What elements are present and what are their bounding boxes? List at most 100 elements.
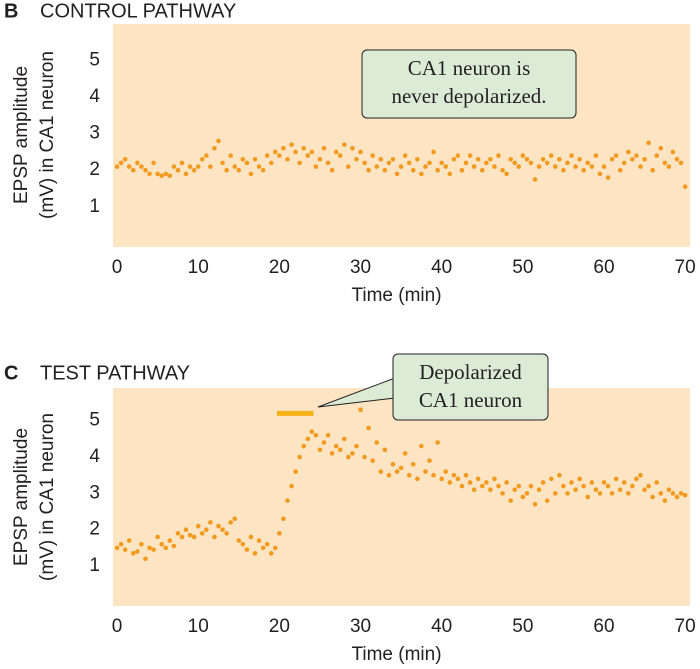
- data-point: [244, 547, 250, 552]
- data-point: [674, 494, 680, 500]
- data-point: [313, 432, 319, 438]
- x-tick-label: 30: [350, 616, 371, 637]
- data-point: [130, 551, 136, 556]
- data-point: [678, 491, 684, 496]
- data-point: [443, 164, 449, 169]
- data-point: [593, 487, 599, 493]
- data-point: [216, 523, 221, 529]
- data-point: [512, 160, 518, 166]
- data-point: [208, 164, 213, 169]
- data-point: [609, 156, 615, 162]
- data-point: [171, 164, 177, 169]
- data-point: [654, 153, 660, 158]
- data-point: [427, 160, 432, 166]
- data-point: [139, 541, 144, 547]
- x-tick-label: 40: [431, 257, 452, 278]
- x-tick-label: 20: [269, 257, 290, 278]
- y-tick-label: 5: [89, 50, 100, 71]
- data-point: [406, 160, 412, 166]
- annotation-text: never depolarized.: [391, 84, 546, 108]
- data-point: [370, 153, 375, 158]
- panel-label: C: [4, 362, 18, 384]
- annotation-text: CA1 neuron is: [408, 56, 531, 80]
- data-point: [273, 545, 278, 551]
- data-point: [455, 476, 461, 482]
- data-point: [317, 447, 323, 453]
- data-point: [532, 177, 538, 182]
- x-tick-label: 60: [593, 616, 614, 637]
- data-point: [195, 523, 201, 529]
- data-point: [378, 469, 384, 474]
- data-point: [678, 160, 684, 166]
- data-point: [605, 175, 611, 180]
- data-point: [674, 156, 680, 162]
- annotation-text: CA1 neuron: [419, 388, 523, 412]
- data-point: [309, 149, 315, 155]
- data-point: [427, 458, 432, 463]
- data-point: [406, 472, 412, 478]
- data-point: [281, 145, 286, 151]
- data-point: [471, 487, 477, 493]
- data-point: [329, 167, 335, 173]
- data-point: [666, 164, 672, 169]
- data-point: [492, 164, 497, 169]
- data-point: [435, 440, 440, 445]
- data-point: [630, 156, 635, 162]
- data-point: [398, 465, 404, 471]
- data-point: [581, 167, 586, 173]
- data-point: [589, 480, 595, 485]
- data-point: [662, 498, 668, 503]
- data-point: [155, 171, 160, 177]
- data-point: [183, 527, 189, 532]
- data-point: [155, 534, 160, 540]
- data-point: [236, 167, 242, 173]
- data-point: [212, 534, 217, 540]
- panel-title: CONTROL PATHWAY: [40, 0, 236, 22]
- data-point: [670, 491, 676, 496]
- data-point: [467, 480, 473, 485]
- data-point: [135, 160, 140, 166]
- data-point: [268, 160, 274, 166]
- y-tick-label: 5: [89, 410, 100, 431]
- data-point: [621, 160, 627, 166]
- data-point: [273, 149, 278, 155]
- y-tick-label: 4: [89, 86, 100, 107]
- data-point: [301, 443, 307, 449]
- data-point: [479, 167, 485, 173]
- data-point: [394, 171, 400, 177]
- data-point: [151, 547, 156, 552]
- data-point: [346, 164, 351, 169]
- data-point: [463, 160, 469, 166]
- data-point: [122, 156, 128, 162]
- data-point: [244, 160, 250, 166]
- data-point: [435, 167, 440, 173]
- data-point: [630, 483, 635, 489]
- data-point: [601, 164, 607, 169]
- data-point: [370, 458, 375, 463]
- data-point: [337, 153, 343, 158]
- data-point: [573, 164, 578, 169]
- data-point: [289, 483, 294, 489]
- data-point: [557, 156, 562, 162]
- data-point: [374, 440, 380, 445]
- data-point: [159, 541, 164, 547]
- annotation-text: Depolarized: [419, 360, 522, 384]
- data-point: [463, 472, 469, 478]
- data-point: [382, 167, 388, 173]
- data-point: [301, 145, 307, 151]
- data-point: [143, 556, 148, 562]
- data-point: [492, 476, 497, 482]
- x-tick-label: 10: [188, 257, 209, 278]
- data-point: [536, 164, 542, 169]
- x-tick-label: 70: [675, 616, 696, 637]
- data-point: [337, 447, 343, 453]
- data-point: [419, 171, 424, 177]
- data-point: [163, 171, 169, 177]
- data-point: [224, 531, 229, 536]
- data-point: [402, 153, 408, 158]
- y-axis-title: (mV) in CA1 neuron: [37, 413, 58, 581]
- data-point: [552, 164, 558, 169]
- data-point: [447, 480, 453, 485]
- x-tick-label: 30: [350, 257, 371, 278]
- data-point: [626, 149, 631, 155]
